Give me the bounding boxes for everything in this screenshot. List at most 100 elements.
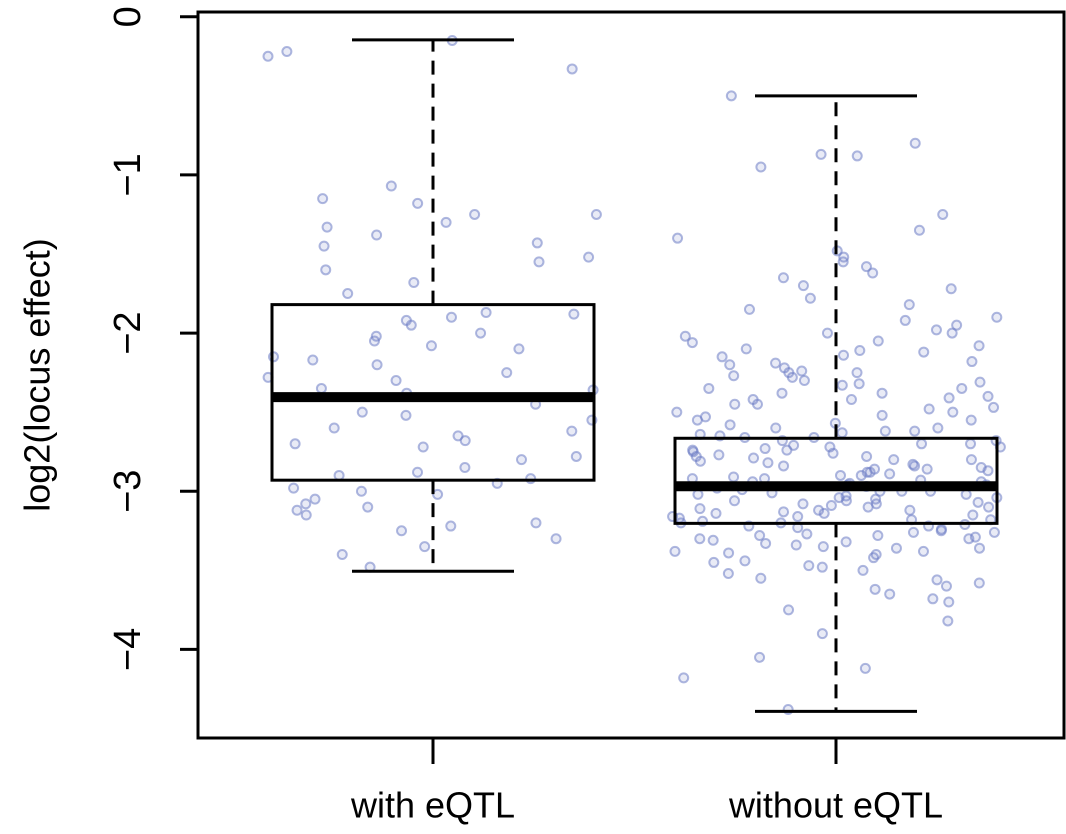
- data-point: [686, 337, 698, 349]
- data-point: [671, 406, 683, 418]
- data-point: [801, 528, 813, 540]
- data-point: [288, 482, 300, 494]
- data-point: [568, 308, 580, 320]
- data-point: [876, 409, 888, 421]
- data-point: [760, 537, 772, 549]
- data-point: [947, 406, 959, 418]
- data-point: [817, 541, 829, 553]
- data-point: [788, 439, 800, 451]
- data-point: [969, 531, 981, 543]
- data-point: [432, 488, 444, 500]
- data-point: [336, 549, 348, 561]
- data-point: [356, 406, 368, 418]
- data-point: [853, 378, 865, 390]
- data-point: [870, 498, 882, 510]
- data-point: [816, 628, 828, 640]
- data-point: [783, 604, 795, 616]
- data-point: [821, 327, 833, 339]
- data-point: [729, 398, 741, 410]
- data-point: [566, 63, 578, 75]
- data-point: [917, 545, 929, 557]
- data-point: [445, 311, 457, 323]
- data-point: [525, 473, 537, 485]
- data-point: [937, 208, 949, 220]
- data-point: [903, 299, 915, 311]
- x-tick-label: with eQTL: [350, 785, 515, 826]
- data-point: [790, 539, 802, 551]
- data-point: [362, 501, 374, 513]
- data-point: [783, 367, 795, 379]
- data-point: [884, 468, 896, 480]
- y-tick-label: −3: [107, 470, 149, 513]
- data-point: [396, 525, 408, 537]
- data-point: [803, 560, 815, 572]
- data-point: [792, 511, 804, 523]
- data-point: [419, 541, 431, 553]
- data-point: [864, 466, 876, 478]
- data-point: [672, 232, 684, 244]
- data-point: [370, 330, 382, 342]
- data-point: [913, 224, 925, 236]
- data-point: [973, 340, 985, 352]
- data-point: [904, 504, 916, 516]
- data-point: [469, 208, 481, 220]
- data-point: [972, 496, 984, 508]
- data-point: [755, 572, 767, 584]
- data-point: [923, 403, 935, 415]
- box: [673, 436, 999, 525]
- data-point: [566, 425, 578, 437]
- x-tick-label: without eQTL: [728, 785, 943, 826]
- data-point: [516, 454, 528, 466]
- data-point: [798, 375, 810, 387]
- data-point: [754, 651, 766, 663]
- plot-frame: [196, 10, 1066, 740]
- data-point: [855, 469, 867, 481]
- data-point: [400, 314, 412, 326]
- data-point: [268, 351, 280, 363]
- data-point: [318, 240, 330, 252]
- data-point: [707, 534, 719, 546]
- data-point: [300, 498, 312, 510]
- data-point: [851, 367, 863, 379]
- data-point: [371, 359, 383, 371]
- data-point: [776, 387, 788, 399]
- data-point: [909, 137, 921, 149]
- y-tick-label: 0: [107, 6, 149, 27]
- data-point: [300, 509, 312, 521]
- data-point: [371, 229, 383, 241]
- data-point: [321, 221, 333, 233]
- data-point: [328, 422, 340, 434]
- data-point: [355, 485, 367, 497]
- data-point: [713, 449, 725, 461]
- data-point: [965, 454, 977, 466]
- data-point: [385, 180, 397, 192]
- data-point: [804, 292, 816, 304]
- data-point: [412, 466, 424, 478]
- data-point: [315, 382, 327, 394]
- data-point: [951, 319, 963, 331]
- data-point: [960, 488, 972, 500]
- data-point: [867, 267, 879, 279]
- data-point: [724, 419, 736, 431]
- data-point: [965, 438, 977, 450]
- data-point: [445, 520, 457, 532]
- data-point: [459, 462, 471, 474]
- y-tick-label: −1: [107, 153, 149, 196]
- data-point: [333, 469, 345, 481]
- data-point: [759, 443, 771, 455]
- data-point: [417, 441, 429, 453]
- data-point: [930, 324, 942, 336]
- data-point: [860, 261, 872, 273]
- y-axis-label: log2(locus effect): [17, 238, 58, 511]
- data-point: [909, 425, 921, 437]
- y-tick-label: −2: [107, 311, 149, 354]
- data-point: [740, 343, 752, 355]
- data-point: [778, 460, 790, 472]
- data-point: [307, 354, 319, 366]
- data-point: [909, 460, 921, 472]
- data-point: [816, 561, 828, 573]
- data-point: [974, 376, 986, 388]
- data-point: [678, 672, 690, 684]
- data-point: [872, 530, 884, 542]
